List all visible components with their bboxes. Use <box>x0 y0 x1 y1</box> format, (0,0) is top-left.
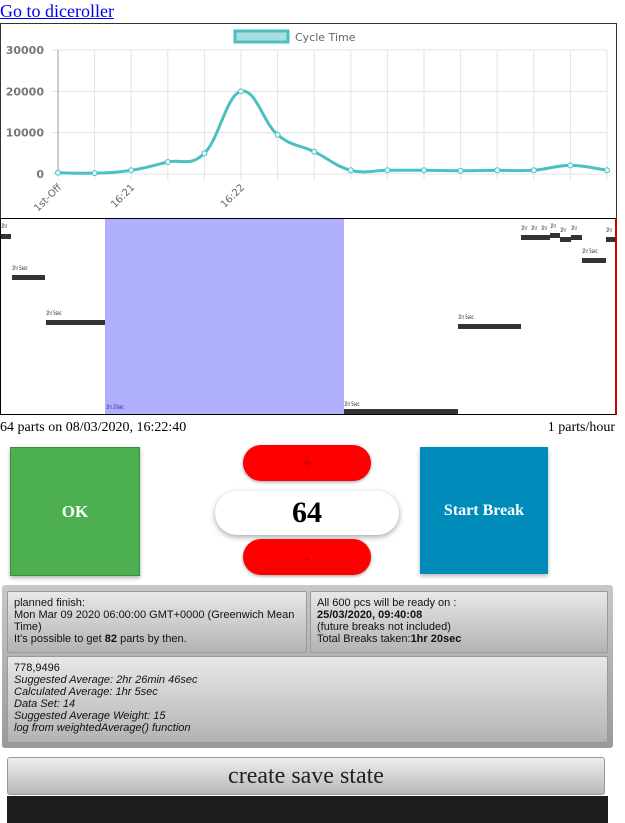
x-tick-label: 16:21 <box>109 182 137 210</box>
breaks-value: 1hr 20sec <box>410 633 462 645</box>
timeline-bar <box>12 275 45 280</box>
data-point <box>311 148 318 155</box>
data-point <box>384 167 391 174</box>
ready-date: 25/03/2020, 09:40:08 <box>317 609 423 621</box>
data-point <box>238 88 244 95</box>
timeline-label: 1hr <box>1 223 8 230</box>
timeline-label: 1hr <box>560 227 567 234</box>
data-point <box>128 167 135 174</box>
cycle-time-chart-svg: 0 10000 20000 30000 1st-Off 16:21 16:22 Cycle T… <box>6 29 610 215</box>
data-point <box>457 167 464 174</box>
timeline-label: 1hr 5sec <box>458 314 474 321</box>
timeline-bar <box>46 320 105 325</box>
raw-values: 778,9496 <box>14 662 60 674</box>
planned-finish-heading: planned finish: <box>14 597 85 609</box>
timeline-label: 1hr 5sec <box>12 265 28 272</box>
x-tick-label: 16:22 <box>219 182 247 210</box>
planned-finish-card: planned finish: Mon Mar 09 2020 06:00:00… <box>7 591 307 653</box>
part-count-display: 64 <box>215 491 399 535</box>
data-point <box>604 167 610 174</box>
data-point <box>55 169 61 176</box>
timeline-bar <box>541 235 550 240</box>
timeline-label: 1hr <box>571 225 578 232</box>
timeline-bar <box>582 258 606 263</box>
timeline-bar <box>560 237 571 242</box>
break-block <box>105 219 344 414</box>
output-area <box>7 796 608 823</box>
timeline-label: 1hr <box>606 227 613 234</box>
parts-rate: 1 parts/hour <box>547 420 615 435</box>
x-tick-label: 1st-Off <box>32 182 65 215</box>
break-timeline: 1hr 1hr 5sec 1hr 5sec 1hr 20sec 1hr 5sec… <box>0 218 617 415</box>
timeline-label: 1hr <box>531 225 538 232</box>
ready-heading: All 600 pcs will be ready on : <box>317 597 457 609</box>
ok-button[interactable]: OK <box>10 447 140 576</box>
y-tick-label: 30000 <box>6 44 45 57</box>
y-tick-label: 10000 <box>6 127 45 140</box>
timeline-label: 1hr <box>521 225 528 232</box>
possible-prefix: It's possible to get <box>14 633 105 645</box>
diceroller-link[interactable]: Go to diceroller <box>0 1 114 21</box>
timeline-label: 1hr 5sec <box>582 248 598 255</box>
timeline-label: 1hr 5sec <box>46 310 62 317</box>
data-point <box>421 167 427 174</box>
stats-panel: planned finish: Mon Mar 09 2020 06:00:00… <box>2 585 613 748</box>
planned-possible: It's possible to get 82 parts by then. <box>14 633 300 645</box>
breaks-prefix: Total Breaks taken: <box>317 633 411 645</box>
ready-card: All 600 pcs will be ready on : 25/03/202… <box>310 591 608 653</box>
timeline-bar <box>344 409 458 414</box>
data-point <box>530 167 537 174</box>
data-point <box>567 162 574 169</box>
data-point <box>274 131 281 138</box>
average-card: 778,9496 Suggested Average: 2hr 26min 46… <box>7 656 608 743</box>
parts-summary: 64 parts on 08/03/2020, 16:22:40 <box>0 420 187 435</box>
decrement-button[interactable]: - <box>243 539 371 575</box>
create-save-state-button[interactable]: create save state <box>7 757 605 795</box>
data-point <box>347 167 354 174</box>
possible-suffix: parts by then. <box>117 633 187 645</box>
series-line <box>57 89 608 175</box>
possible-count: 82 <box>104 633 118 645</box>
legend-swatch <box>233 29 290 44</box>
timeline-bar <box>606 237 615 242</box>
timeline-bar <box>521 235 531 240</box>
timeline-bar <box>550 233 560 238</box>
increment-button[interactable]: + <box>243 445 371 481</box>
timeline-label: 1hr 5sec <box>344 401 360 408</box>
suggested-weight: Suggested Average Weight: 15 <box>14 710 166 722</box>
timeline-bar <box>1 234 11 239</box>
log-note: log from weightedAverage() function <box>14 722 191 734</box>
data-set: Data Set: 14 <box>14 698 76 710</box>
data-point <box>91 170 98 177</box>
planned-finish-date: Mon Mar 09 2020 06:00:00 GMT+0000 (Green… <box>14 609 295 633</box>
breaks-total: Total Breaks taken:1hr 20sec <box>317 633 601 645</box>
calculated-average: Calculated Average: 1hr 5sec <box>14 686 158 698</box>
data-point <box>201 150 208 157</box>
cycle-time-chart: 0 10000 20000 30000 1st-Off 16:21 16:22 Cycle T… <box>0 23 617 219</box>
y-tick-label: 0 <box>36 168 44 181</box>
ready-note: (future breaks not included) <box>317 621 451 633</box>
timeline-bar <box>458 324 521 329</box>
start-break-button[interactable]: Start Break <box>420 447 548 574</box>
y-tick-label: 20000 <box>6 85 45 98</box>
legend-label: Cycle Time <box>295 31 356 44</box>
timeline-label: 1hr <box>550 223 557 230</box>
break-label: 1hr 20sec <box>106 404 124 411</box>
timeline-label: 1hr <box>541 225 548 232</box>
timeline-bar <box>571 235 582 240</box>
timeline-bar <box>531 235 541 240</box>
suggested-average: Suggested Average: 2hr 26min 46sec <box>14 674 198 686</box>
data-point <box>164 159 171 166</box>
data-point <box>494 167 501 174</box>
